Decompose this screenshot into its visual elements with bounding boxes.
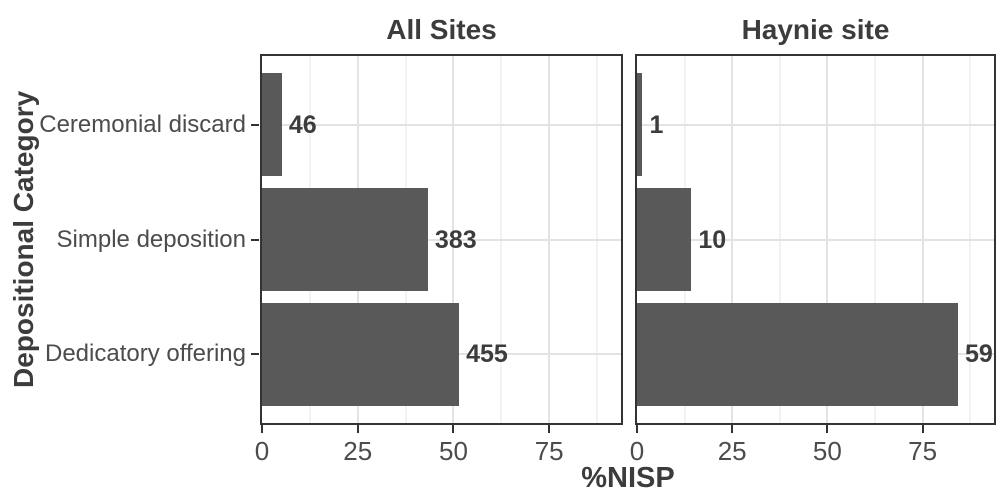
x-axis-tick — [452, 425, 455, 433]
bar — [637, 73, 643, 177]
x-axis-tick — [356, 425, 359, 433]
x-axis-tick-label: 75 — [534, 436, 564, 466]
y-axis-tick — [251, 123, 259, 126]
facet-title-all-sites: All Sites — [386, 14, 497, 45]
x-axis-tick — [261, 425, 263, 433]
x-axis-tick-label: 0 — [254, 436, 270, 466]
panel-all-sites: 46 383 455 — [260, 54, 623, 425]
x-axis-title: %NISP — [581, 462, 675, 494]
gridline-y-major — [262, 123, 621, 126]
x-axis-tick-label: 75 — [908, 436, 938, 466]
panel-haynie-site: 1 10 59 — [635, 54, 996, 425]
gridline-y-major — [637, 123, 994, 126]
bar-value-label: 10 — [698, 225, 727, 254]
bar — [262, 73, 282, 177]
bar-value-label: 46 — [288, 110, 317, 139]
bar-value-label: 455 — [466, 340, 508, 369]
y-axis-tick — [251, 238, 259, 241]
x-axis-tick-label: 50 — [438, 436, 468, 466]
x-axis-tick-label: 0 — [629, 436, 645, 466]
bar — [262, 302, 460, 406]
facet-title-haynie-site: Haynie site — [741, 14, 890, 45]
bar — [637, 302, 958, 406]
x-axis-tick-label: 25 — [717, 436, 747, 466]
x-axis-tick-label: 50 — [812, 436, 842, 466]
x-axis-tick — [731, 425, 734, 433]
bar-value-label: 59 — [964, 340, 993, 369]
y-axis-category-label: Dedicatory offering — [45, 340, 246, 368]
bar — [262, 187, 428, 292]
x-axis-tick — [548, 425, 551, 433]
x-axis-tick — [826, 425, 829, 433]
y-axis-category-label: Ceremonial discard — [39, 110, 246, 138]
bar — [637, 187, 692, 292]
x-axis-tick — [636, 425, 638, 433]
gridline-y-major — [637, 238, 994, 241]
y-axis-tick — [251, 353, 259, 356]
y-axis-category-label: Simple deposition — [56, 225, 246, 253]
x-axis-tick — [921, 425, 924, 433]
bar-value-label: 1 — [649, 110, 664, 139]
gridline-y-major — [262, 238, 621, 241]
x-axis-tick-label: 25 — [343, 436, 373, 466]
bar-value-label: 383 — [434, 225, 477, 254]
